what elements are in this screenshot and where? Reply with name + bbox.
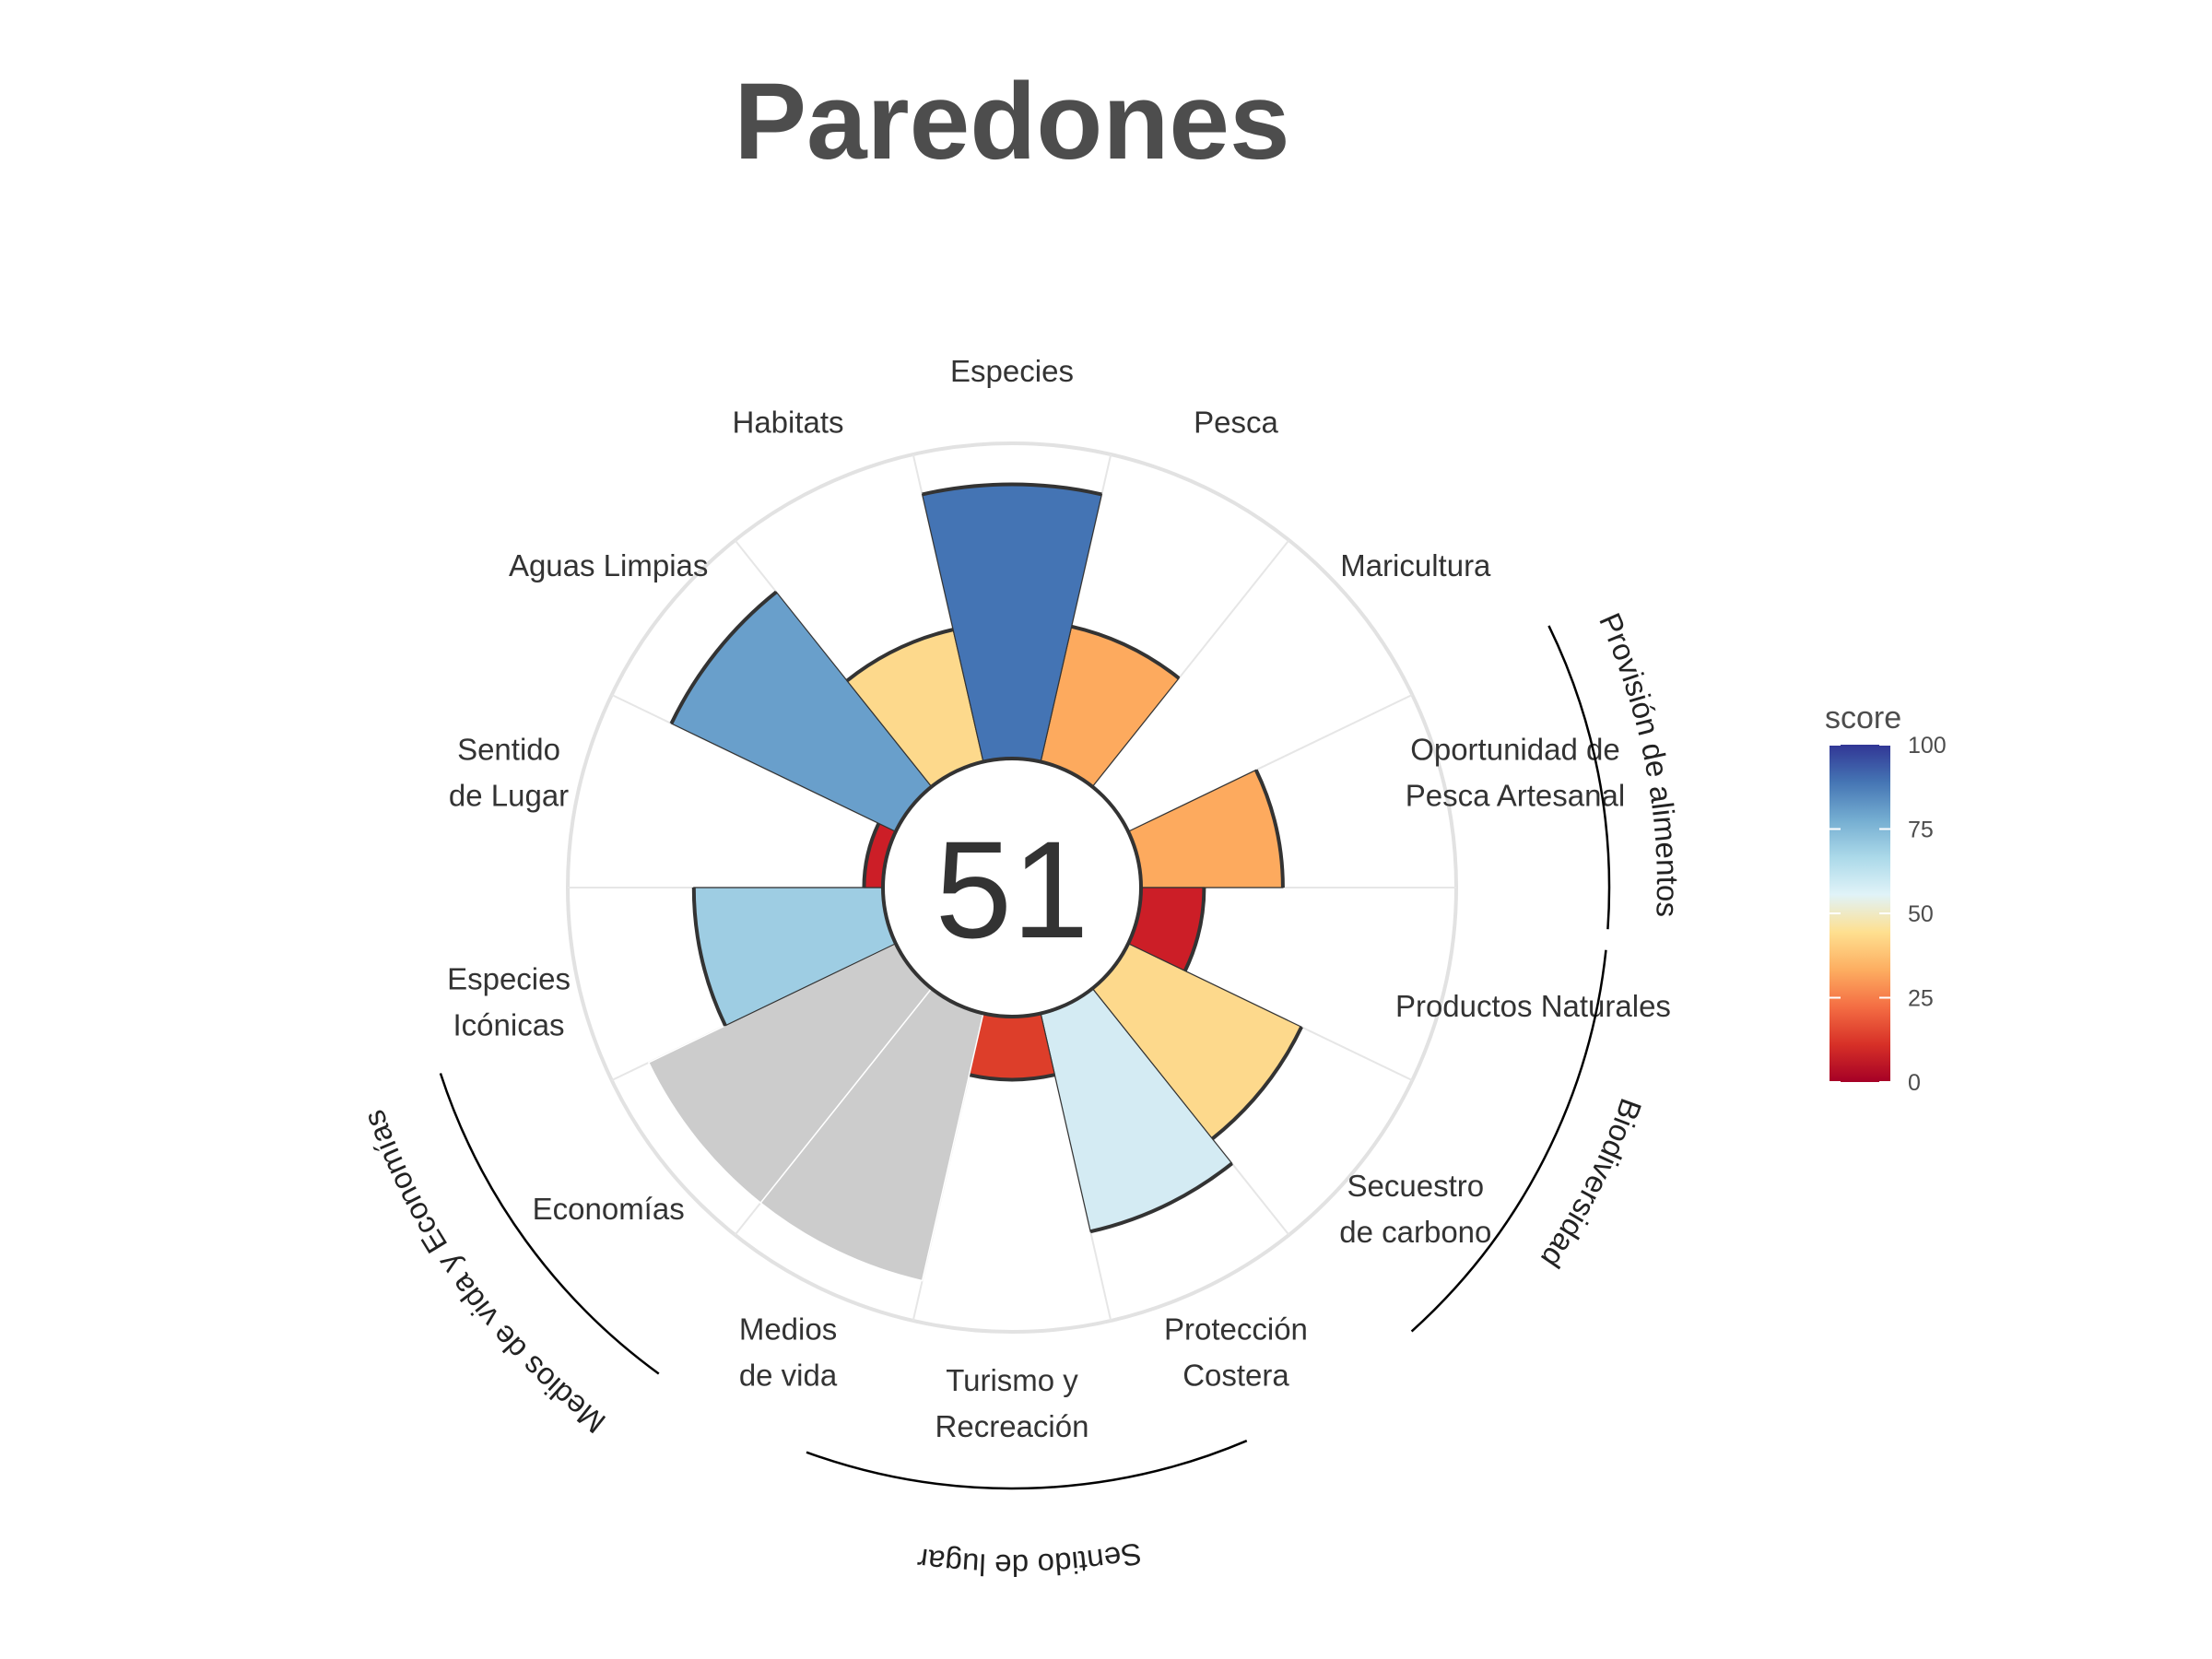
center: 51: [881, 757, 1143, 1018]
legend: score 0 25 50 75 100: [1825, 700, 1947, 1096]
legend-title: score: [1825, 700, 1901, 735]
petal-label-11: Aguas Limpias: [509, 548, 708, 582]
petal-label-12: Habitats: [732, 405, 843, 439]
petal-outline-6: [969, 1073, 1055, 1082]
legend-tick-label: 75: [1908, 818, 1934, 843]
petal-outline-4: [1211, 1026, 1303, 1141]
petal-label-4: Secuestro de carbono: [1339, 1169, 1491, 1249]
petal-label-13: Especies: [950, 354, 1074, 388]
petal-outline-12: [845, 628, 954, 683]
petal-outline-2: [1253, 769, 1285, 888]
legend-tick-label: 50: [1908, 901, 1934, 927]
petal-outline-9: [691, 887, 727, 1027]
group-label-2: Sentido de lugar: [915, 1536, 1145, 1583]
petal-label-7: Medios de vida: [739, 1312, 838, 1393]
center-score: 51: [935, 812, 1089, 967]
petal-6: [968, 1012, 1056, 1080]
petal-outline-10: [862, 822, 881, 888]
group-arc-0: [1547, 625, 1611, 930]
legend-tick-label: 100: [1908, 733, 1947, 759]
group-label-3: Medios de vida y Economías: [356, 1106, 611, 1441]
petal-label-9: Especies Icónicas: [447, 962, 571, 1042]
chart-title: Paredones: [734, 61, 1289, 182]
petals: [647, 482, 1303, 1282]
petal-outline-11: [669, 590, 778, 724]
group-arc-3: [439, 1073, 660, 1375]
legend-tick-label: 0: [1908, 1070, 1921, 1096]
petal-outline-3: [1182, 887, 1206, 972]
petal-label-3: Productos Naturales: [1395, 989, 1671, 1023]
petal-label-5: Protección Costera: [1164, 1312, 1308, 1393]
petal-outline-0: [1071, 624, 1181, 680]
center-circle: [881, 757, 1143, 1018]
group-arc-1: [1410, 949, 1607, 1333]
petal-label-8: Economías: [533, 1192, 685, 1226]
petal-outline-5: [1089, 1161, 1233, 1234]
petal-label-6: Turismo y Recreación: [935, 1363, 1089, 1443]
petal-label-10: Sentido de Lugar: [449, 732, 569, 812]
group-arc-2: [806, 1440, 1248, 1490]
petal-labels: Pesca Maricultura Oportunidad de Pesca Arte…: [447, 354, 1671, 1443]
petal-label-1: Maricultura: [1340, 548, 1491, 582]
petal-outline-13: [922, 482, 1102, 497]
petal-label-2: Oportunidad de Pesca Artesanal: [1406, 732, 1625, 812]
legend-tick-label: 25: [1908, 986, 1934, 1012]
petal-2: [1127, 769, 1284, 888]
petal-label-0: Pesca: [1194, 405, 1278, 439]
group-label-1: Biodiversidad: [1535, 1094, 1649, 1274]
